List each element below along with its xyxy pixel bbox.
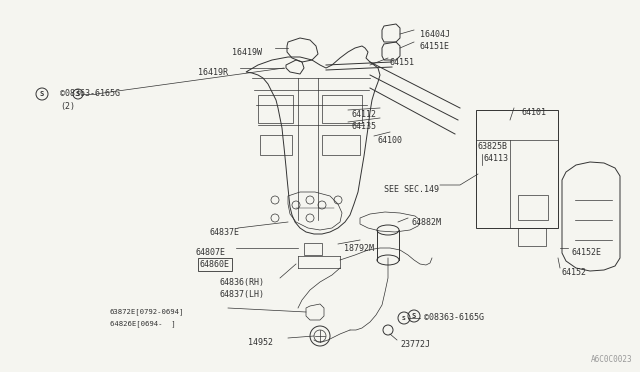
Text: ©08363-6165G: ©08363-6165G <box>424 314 484 323</box>
Bar <box>518 195 548 220</box>
Text: 64807E: 64807E <box>196 248 226 257</box>
Text: 64100: 64100 <box>378 136 403 145</box>
Text: 23772J: 23772J <box>400 340 430 349</box>
Bar <box>322 135 360 155</box>
Text: 64112: 64112 <box>352 110 377 119</box>
Text: 64836(RH): 64836(RH) <box>220 278 265 287</box>
Text: 64152E: 64152E <box>572 248 602 257</box>
Bar <box>260 135 292 155</box>
Text: S: S <box>76 91 80 97</box>
Text: 16419W: 16419W <box>232 48 262 57</box>
Text: 64151E: 64151E <box>420 42 450 51</box>
Text: 64135: 64135 <box>352 122 377 131</box>
Text: 18792M: 18792M <box>344 244 374 253</box>
Bar <box>518 228 546 246</box>
Bar <box>258 95 293 123</box>
Bar <box>304 243 322 255</box>
Text: S: S <box>412 313 416 319</box>
Text: 63872E[0792-0694]: 63872E[0792-0694] <box>110 308 184 315</box>
Text: A6C0C0023: A6C0C0023 <box>590 355 632 364</box>
Text: SEE SEC.149: SEE SEC.149 <box>384 185 439 194</box>
Text: 64113: 64113 <box>484 154 509 163</box>
Bar <box>322 95 362 123</box>
Text: 64860E: 64860E <box>200 260 230 269</box>
Text: 64151: 64151 <box>390 58 415 67</box>
Text: S: S <box>40 91 44 97</box>
Text: 64101: 64101 <box>522 108 547 117</box>
Text: 64152: 64152 <box>562 268 587 277</box>
Text: ©08363-6165G: ©08363-6165G <box>60 90 120 99</box>
Text: 64837E: 64837E <box>210 228 240 237</box>
Bar <box>476 110 558 228</box>
Text: (2): (2) <box>60 102 75 110</box>
Text: 16419R: 16419R <box>198 68 228 77</box>
Text: 64826E[0694-  ]: 64826E[0694- ] <box>110 320 175 327</box>
Text: 63825B: 63825B <box>478 142 508 151</box>
Text: 16404J: 16404J <box>420 30 450 39</box>
Text: 64882M: 64882M <box>412 218 442 227</box>
Text: S: S <box>402 315 406 321</box>
Text: 14952: 14952 <box>248 338 273 347</box>
Text: 64837(LH): 64837(LH) <box>220 290 265 299</box>
